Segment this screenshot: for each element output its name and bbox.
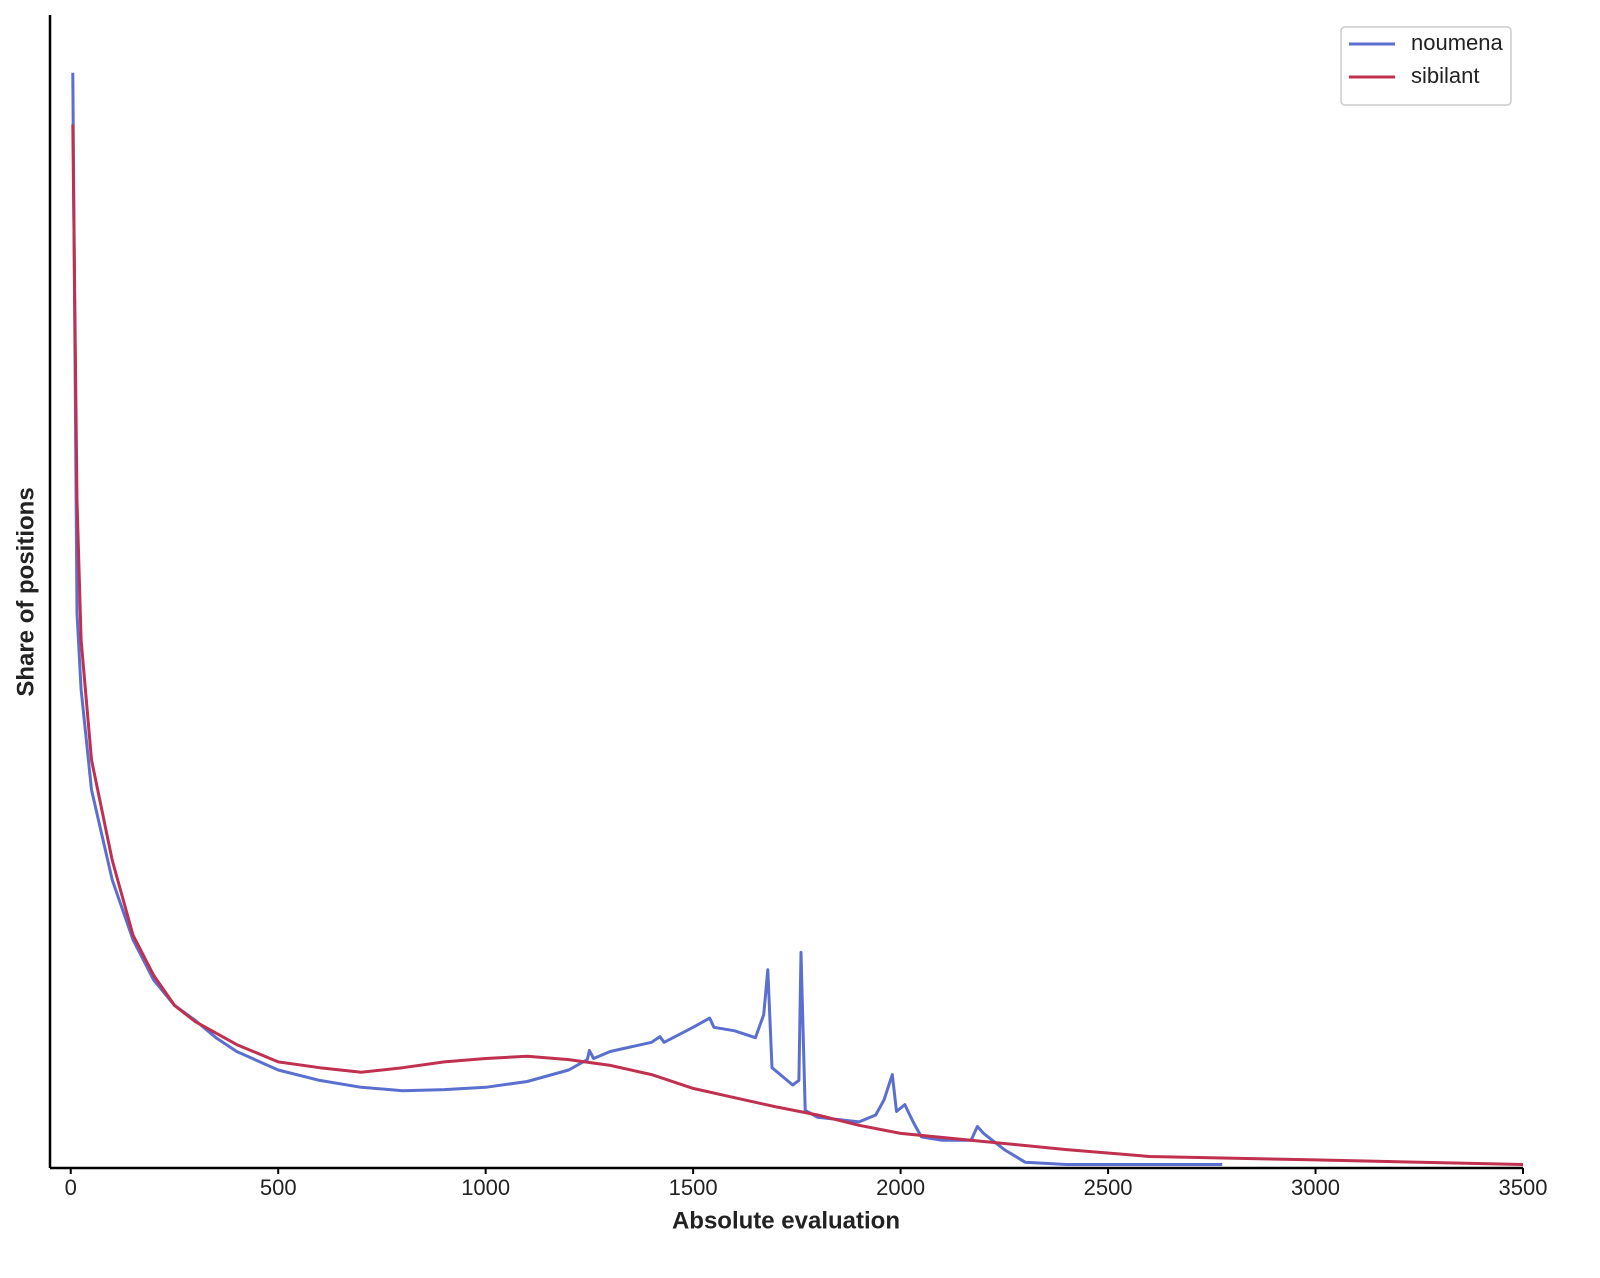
x-axis-label: Absolute evaluation [672, 1207, 900, 1234]
x-tick-label: 0 [65, 1175, 77, 1200]
x-tick-label: 2500 [1084, 1175, 1133, 1200]
x-tick-label: 1500 [669, 1175, 718, 1200]
legend-box [1340, 26, 1512, 106]
x-tick-label: 2000 [876, 1175, 925, 1200]
legend-label: sibilant [1411, 63, 1479, 88]
x-tick-label: 1000 [461, 1175, 510, 1200]
x-tick-label: 3500 [1499, 1175, 1548, 1200]
x-tick-label: 500 [260, 1175, 297, 1200]
line [71, 124, 1524, 1166]
y-axis-label: Share of positions [12, 487, 39, 696]
line [71, 72, 1223, 1166]
x-tick-label: 3000 [1291, 1175, 1340, 1200]
legend-label: noumena [1411, 30, 1504, 55]
